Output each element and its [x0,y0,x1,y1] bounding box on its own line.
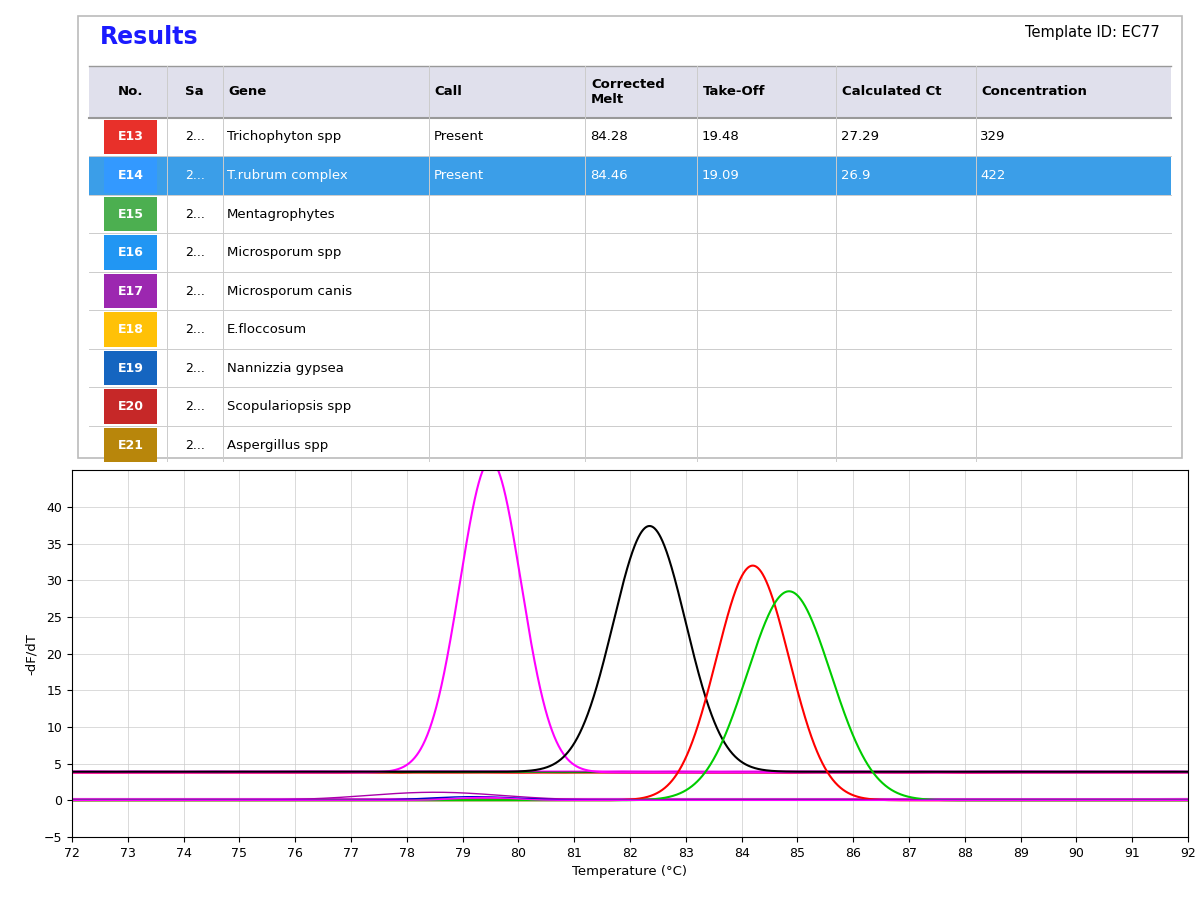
Text: E17: E17 [118,284,144,298]
Text: E13: E13 [118,130,144,143]
Text: 26.9: 26.9 [841,169,870,182]
Text: Sa: Sa [186,86,204,98]
Text: Gene: Gene [228,86,266,98]
FancyBboxPatch shape [104,312,157,347]
FancyBboxPatch shape [104,120,157,155]
FancyBboxPatch shape [89,66,1171,118]
FancyBboxPatch shape [104,196,157,231]
Text: 2...: 2... [185,323,205,336]
Text: Present: Present [433,130,484,143]
X-axis label: Temperature (°C): Temperature (°C) [572,865,688,878]
Text: 27.29: 27.29 [841,130,878,143]
Text: E20: E20 [118,400,144,413]
FancyBboxPatch shape [104,158,157,193]
FancyBboxPatch shape [104,428,157,463]
Text: 84.46: 84.46 [590,169,628,182]
Text: Present: Present [433,169,484,182]
Text: Microsporum canis: Microsporum canis [227,284,353,298]
Text: Corrected
Melt: Corrected Melt [590,77,665,105]
Text: E19: E19 [118,362,144,374]
Text: 2...: 2... [185,438,205,452]
Text: E16: E16 [118,246,144,259]
FancyBboxPatch shape [104,235,157,270]
Text: T.rubrum complex: T.rubrum complex [227,169,348,182]
Text: Calculated Ct: Calculated Ct [842,86,942,98]
FancyBboxPatch shape [89,157,1171,194]
Text: E.floccosum: E.floccosum [227,323,307,336]
Text: 19.09: 19.09 [702,169,739,182]
Text: Trichophyton spp: Trichophyton spp [227,130,341,143]
Text: 2...: 2... [185,130,205,143]
Text: 2...: 2... [185,208,205,220]
Text: E18: E18 [118,323,144,336]
Text: Mentagrophytes: Mentagrophytes [227,208,336,220]
Text: E14: E14 [118,169,144,182]
FancyBboxPatch shape [78,16,1182,457]
Text: 84.28: 84.28 [590,130,628,143]
Text: 2...: 2... [185,284,205,298]
Text: 2...: 2... [185,400,205,413]
FancyBboxPatch shape [104,274,157,309]
Text: 19.48: 19.48 [702,130,739,143]
Text: No.: No. [118,86,143,98]
FancyBboxPatch shape [104,389,157,424]
Text: Take-Off: Take-Off [702,86,766,98]
Text: 2...: 2... [185,246,205,259]
Text: E15: E15 [118,208,144,220]
Text: Microsporum spp: Microsporum spp [227,246,342,259]
Text: E21: E21 [118,438,144,452]
Text: Concentration: Concentration [982,86,1087,98]
Text: Results: Results [100,25,198,49]
Y-axis label: -dF/dT: -dF/dT [25,633,38,675]
Text: 2...: 2... [185,169,205,182]
Text: 2...: 2... [185,362,205,374]
Text: Scopulariopsis spp: Scopulariopsis spp [227,400,352,413]
Text: 329: 329 [980,130,1006,143]
Text: 422: 422 [980,169,1006,182]
FancyBboxPatch shape [104,351,157,385]
Text: Call: Call [434,86,462,98]
Text: Template ID: EC77: Template ID: EC77 [1025,25,1160,40]
Text: Nannizzia gypsea: Nannizzia gypsea [227,362,344,374]
Text: Aspergillus spp: Aspergillus spp [227,438,329,452]
